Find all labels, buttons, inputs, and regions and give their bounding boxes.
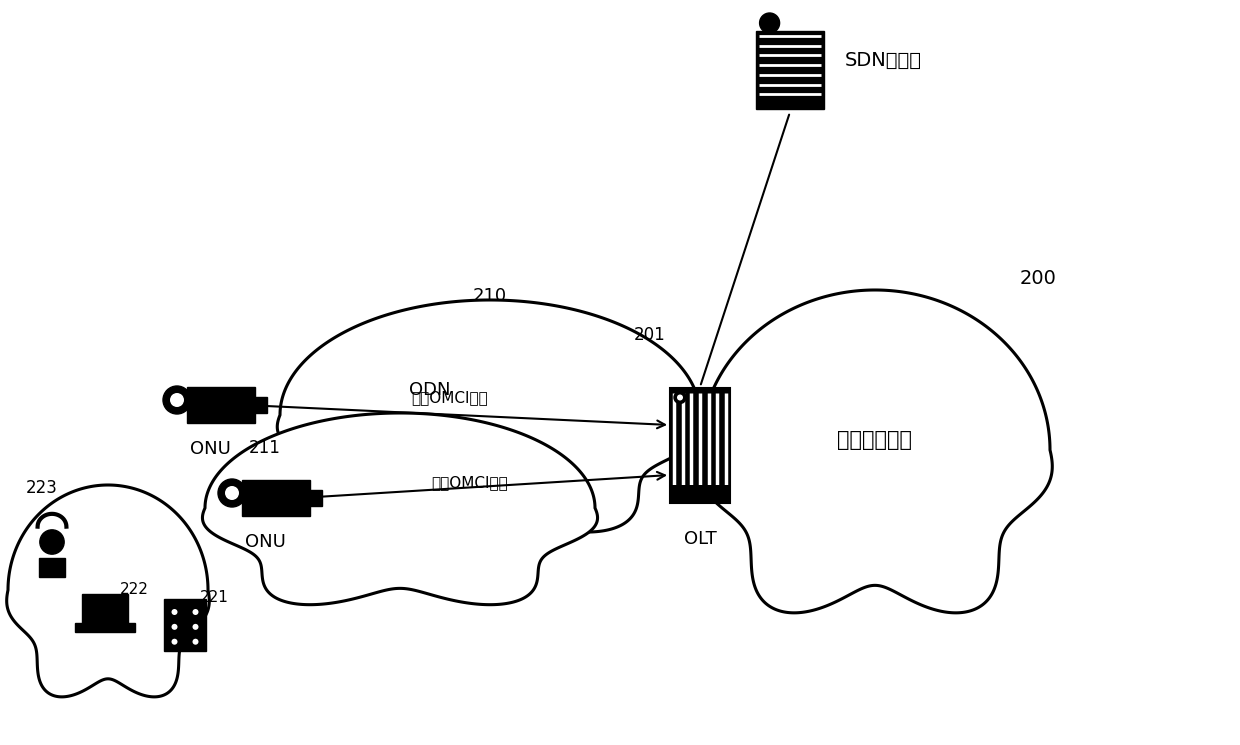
Bar [756,97,825,109]
Bar [187,387,255,423]
Circle shape [192,609,198,615]
Circle shape [171,638,177,644]
Bar [82,594,128,624]
Text: 222: 222 [120,583,149,597]
Bar [756,31,825,109]
Bar [670,484,730,502]
Text: ODN: ODN [409,381,451,399]
Text: 扩展OMCI协议: 扩展OMCI协议 [412,390,489,405]
Circle shape [192,624,198,630]
Text: 扩展OMCI协议: 扩展OMCI协议 [432,475,508,490]
Text: 221: 221 [200,591,229,606]
Circle shape [218,479,246,507]
Text: 223: 223 [26,479,58,497]
Text: 接入网络系统: 接入网络系统 [837,430,913,450]
Bar [76,624,135,632]
Text: 201: 201 [634,326,666,344]
Polygon shape [202,413,598,605]
Polygon shape [6,485,210,697]
Text: ONU: ONU [190,440,231,458]
Bar [255,397,267,413]
Text: 210: 210 [472,287,507,305]
Circle shape [40,530,64,554]
Polygon shape [278,300,703,532]
Polygon shape [698,290,1053,613]
Circle shape [677,395,683,401]
Circle shape [171,609,177,615]
Bar [164,599,206,651]
Circle shape [760,13,780,33]
Bar [670,387,730,502]
Circle shape [675,392,686,404]
Bar [242,480,310,516]
Circle shape [224,486,239,500]
Bar [310,490,322,506]
Text: ONU: ONU [244,533,285,551]
Circle shape [170,393,184,407]
Text: SDN控制器: SDN控制器 [844,51,923,69]
Circle shape [162,386,191,414]
Text: OLT: OLT [683,530,717,548]
Bar [40,558,64,577]
Circle shape [192,638,198,644]
Text: 200: 200 [1021,268,1056,288]
Circle shape [171,624,177,630]
Text: 211: 211 [249,439,281,457]
